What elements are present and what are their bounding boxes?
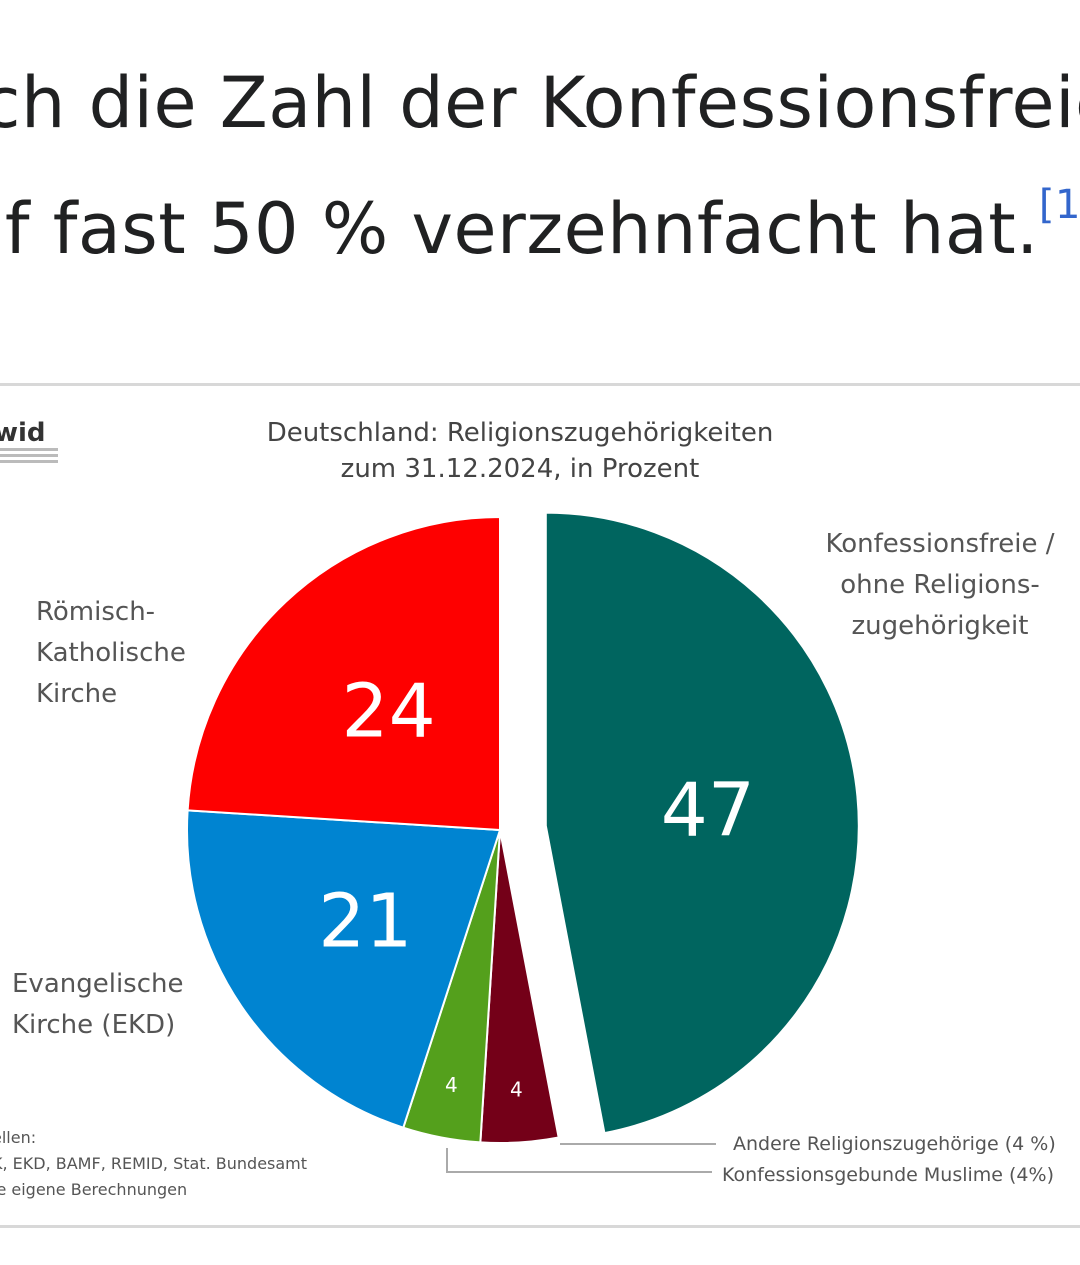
article-text-line-2-text: uf fast 50 % verzehnfacht hat. <box>0 188 1039 270</box>
source-line: K, EKD, BAMF, REMID, Stat. Bundesamt <box>0 1154 308 1173</box>
article-text-line-2: uf fast 50 % verzehnfacht hat.[1] <box>0 182 1080 270</box>
label-muslime: Konfessionsgebunde Muslime (4%) <box>722 1164 1054 1186</box>
wid-logo: wid <box>0 418 64 478</box>
label-konfessionsfreie-line: Konfessionsfreie / <box>825 529 1055 559</box>
reference-link[interactable]: [1] <box>1038 182 1080 228</box>
slice-value-label: 47 <box>661 767 755 853</box>
slice-value-label: 21 <box>318 878 412 964</box>
label-konfessionsfreie-line: ohne Religions- <box>840 570 1040 600</box>
chart-title: Deutschland: Religionszugehörigkeiten <box>266 418 774 448</box>
label-evangelisch-line: Evangelische <box>12 969 184 999</box>
label-konfessionsfreie-line: zugehörigkeit <box>851 611 1029 641</box>
label-evangelisch: Evangelische Kirche (EKD) <box>12 964 212 1046</box>
slice-value-label: 4 <box>510 1077 523 1101</box>
label-katholisch-line: Kirche <box>36 679 118 709</box>
source-line: ellen: <box>0 1128 37 1147</box>
slice-value-label: 24 <box>341 668 435 754</box>
figure-frame <box>0 383 1080 1228</box>
logo-subtitle-graphic <box>0 448 58 466</box>
pie-slice <box>186 809 502 1129</box>
label-katholisch-line: Katholische <box>36 638 186 668</box>
slice-value-label: 4 <box>445 1073 458 1097</box>
article-text-line-1: ch die Zahl der Konfessionsfreie <box>0 62 1080 144</box>
chart-subtitle: zum 31.12.2024, in Prozent <box>340 454 700 484</box>
logo-text: wid <box>0 418 46 448</box>
label-katholisch: Römisch- Katholische Kirche <box>36 592 236 715</box>
label-evangelisch-line: Kirche (EKD) <box>12 1010 176 1040</box>
label-konfessionsfreie: Konfessionsfreie / ohne Religions- zugeh… <box>800 524 1080 647</box>
pie-slice <box>186 515 501 832</box>
source-line: ie eigene Berechnungen <box>0 1180 188 1199</box>
pie-slice <box>544 511 860 1135</box>
label-katholisch-line: Römisch- <box>36 597 156 627</box>
label-andere: Andere Religionszugehörige (4 %) <box>733 1133 1056 1155</box>
leader-line <box>446 1148 712 1173</box>
